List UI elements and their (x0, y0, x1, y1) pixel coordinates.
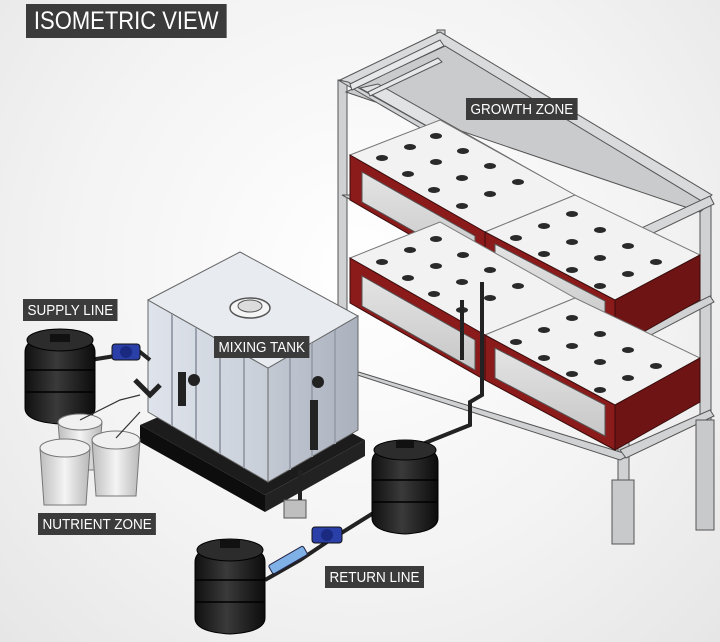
return-line (264, 470, 377, 582)
mixing-tank-label: MIXING TANK (214, 336, 310, 358)
supply-line (89, 343, 162, 399)
net-pot-holes (376, 133, 662, 393)
return-tank (194, 538, 266, 635)
nutrient-bucket (39, 438, 91, 506)
supply-line-label: SUPPLY LINE (23, 299, 118, 321)
growth-zone-label: GROWTH ZONE (466, 98, 578, 120)
nutrient-zone-label: NUTRIENT ZONE (38, 513, 157, 535)
supply-tank (24, 328, 96, 425)
mixing-tank (140, 251, 365, 512)
nutrient-bucket (91, 430, 141, 497)
view-title: ISOMETRIC VIEW (26, 4, 227, 38)
nutrient-buckets (39, 394, 141, 506)
drain-pipes (419, 282, 484, 447)
return-line-label: RETURN LINE (325, 566, 425, 588)
return-reservoir (371, 439, 439, 535)
